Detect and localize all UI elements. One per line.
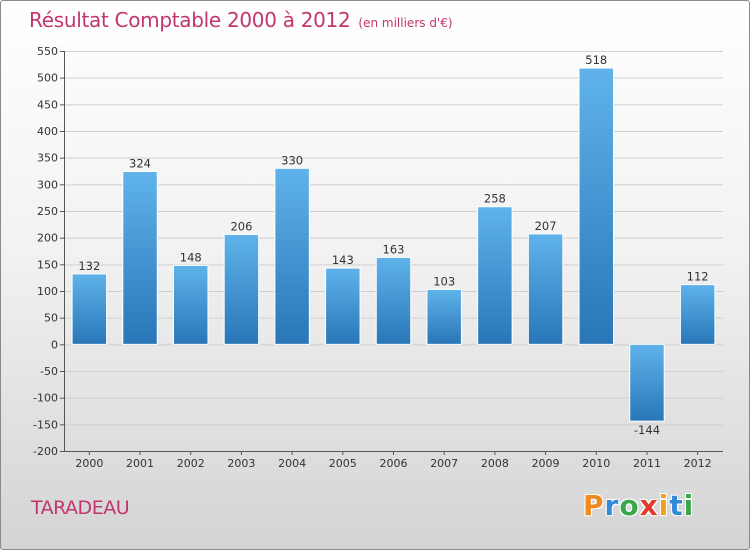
bar-2007[interactable] [426, 288, 462, 345]
y-tick-label: -100 [33, 392, 58, 405]
x-tick-label: 2012 [684, 457, 712, 470]
value-label: 207 [535, 219, 557, 233]
x-tick-label: 2008 [481, 457, 509, 470]
bar-2010[interactable] [578, 67, 615, 345]
y-tick-label: 550 [37, 45, 58, 58]
x-tick-label: 2003 [227, 457, 255, 470]
logo-letter: i [683, 489, 695, 522]
value-label: 206 [230, 219, 252, 233]
value-label: 324 [129, 157, 151, 171]
x-tick-label: 2007 [430, 457, 458, 470]
chart-title-text: Résultat Comptable 2000 à 2012 [29, 8, 351, 32]
value-label: 163 [383, 242, 405, 256]
bar-2001[interactable] [122, 171, 158, 345]
bar-2003[interactable] [223, 233, 260, 345]
commune-name: TARADEAU [31, 497, 130, 519]
x-tick-label: 2009 [532, 457, 560, 470]
x-tick-label: 2011 [633, 457, 661, 470]
x-tick-label: 2000 [75, 457, 103, 470]
value-label: -144 [634, 423, 660, 437]
logo-letter: x [639, 489, 659, 522]
x-tick-label: 2006 [380, 457, 408, 470]
x-tick-label: 2005 [329, 457, 357, 470]
y-tick-label: 100 [37, 285, 58, 298]
y-tick-label: 50 [44, 312, 58, 325]
bar-2004[interactable] [274, 167, 310, 345]
y-tick-label: -150 [33, 418, 58, 431]
bar-2008[interactable] [477, 206, 513, 345]
bar-2006[interactable] [375, 256, 412, 345]
logo-letter: P [583, 489, 605, 522]
value-label: 518 [585, 53, 607, 67]
y-tick-label: 500 [37, 72, 58, 85]
chart-subtitle: (en milliers d'€) [358, 16, 453, 30]
bar-2012[interactable] [679, 284, 716, 345]
x-tick-label: 2004 [278, 457, 306, 470]
bar-2000[interactable] [71, 273, 108, 345]
bar-2011[interactable] [629, 343, 665, 422]
value-label: 132 [78, 259, 100, 273]
y-tick-label: 0 [51, 338, 58, 351]
value-label: 103 [433, 274, 455, 288]
bar-2002[interactable] [172, 264, 209, 345]
bar-2009[interactable] [527, 233, 564, 345]
logo-letter: r [604, 489, 620, 522]
y-tick-label: 450 [37, 98, 58, 111]
y-tick-label: -50 [40, 365, 58, 378]
value-label: 148 [180, 250, 202, 264]
chart-title: Résultat Comptable 2000 à 2012 (en millie… [29, 8, 453, 32]
x-tick-label: 2002 [177, 457, 205, 470]
x-tick-label: 2001 [126, 457, 154, 470]
y-tick-label: 200 [37, 232, 58, 245]
logo-letter: i [658, 489, 670, 522]
value-label: 258 [484, 192, 506, 206]
value-label: 330 [281, 153, 303, 167]
y-tick-label: 300 [37, 178, 58, 191]
y-tick-label: 150 [37, 258, 58, 271]
value-label: 143 [332, 253, 354, 267]
bar-2005[interactable] [325, 267, 361, 345]
y-tick-label: 250 [37, 205, 58, 218]
y-tick-label: 350 [37, 152, 58, 165]
value-label: 112 [687, 270, 709, 284]
proxiti-logo[interactable]: Proxiti [583, 489, 694, 522]
logo-letter: o [619, 489, 640, 522]
y-tick-label: 400 [37, 125, 58, 138]
x-tick-label: 2010 [582, 457, 610, 470]
logo-letter: t [669, 489, 684, 522]
y-tick-label: -200 [33, 445, 58, 458]
